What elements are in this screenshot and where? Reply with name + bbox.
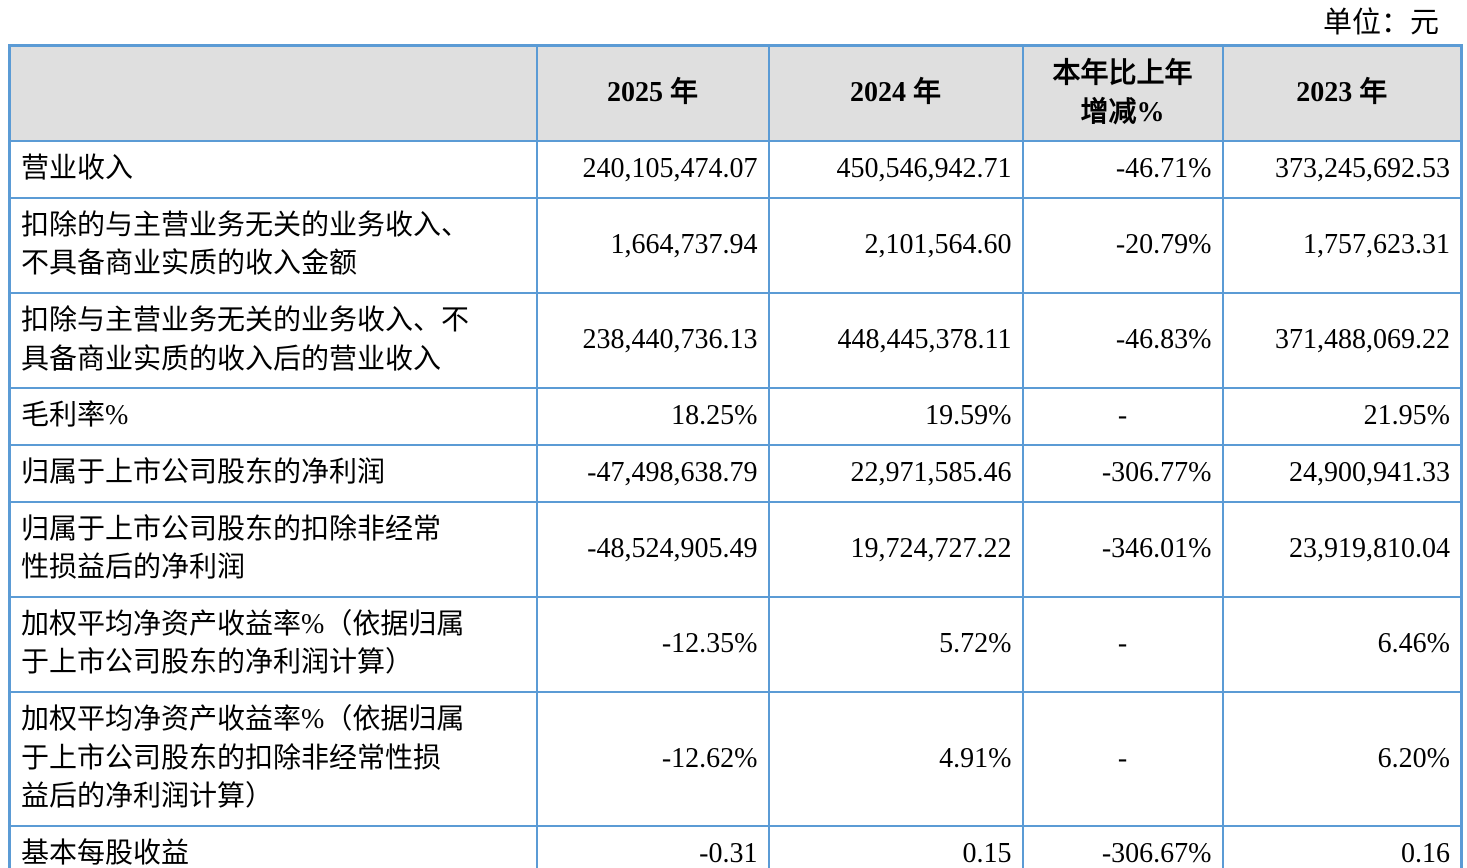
row-label-cell: 扣除的与主营业务无关的业务收入、 不具备商业实质的收入金额: [8, 196, 538, 295]
table-row: 毛利率% 18.25% 19.59% -21.95%: [8, 387, 1463, 446]
value-cell-y2024: 5.72%: [767, 595, 1024, 694]
table-row: 归属于上市公司股东的净利润 -47,498,638.79 22,971,585.46…: [8, 443, 1463, 503]
financial-summary-table: 2025 年 2024 年本年比上年 增减% 2023 年 营业收入 240,105,…: [8, 43, 1463, 868]
table-row: 扣除的与主营业务无关的业务收入、 不具备商业实质的收入金额 1,664,737.9…: [8, 196, 1463, 295]
value-cell-y2023: 24,900,941.33: [1221, 443, 1463, 503]
column-header-yoy-change: 本年比上年 增减%: [1021, 44, 1224, 143]
value-cell-yoy-change: -46.83%: [1021, 292, 1224, 390]
table-row: 基本每股收益 -0.31 0.15 -306.67% 0.16: [8, 824, 1463, 868]
value-cell-y2024: 2,101,564.60: [767, 196, 1024, 295]
value-cell-y2023: 21.95%: [1221, 387, 1463, 446]
value-cell-y2023: 371,488,069.22: [1221, 292, 1463, 390]
column-header-indicator: [8, 44, 538, 143]
value-cell-yoy-change: -: [1021, 595, 1224, 694]
value-cell-y2023: 0.16: [1221, 824, 1463, 868]
value-cell-yoy-change: -20.79%: [1021, 196, 1224, 295]
value-cell-yoy-change: -: [1021, 387, 1224, 446]
value-cell-y2024: 448,445,378.11: [767, 292, 1024, 390]
value-cell-y2024: 19,724,727.22: [767, 500, 1024, 598]
table-row: 扣除与主营业务无关的业务收入、不 具备商业实质的收入后的营业收入 238,440,…: [8, 292, 1463, 390]
value-cell-yoy-change: -306.77%: [1021, 443, 1224, 503]
column-header-y2024: 2024 年: [767, 44, 1024, 143]
column-header-y2025: 2025 年: [535, 44, 770, 143]
value-cell-yoy-change: -346.01%: [1021, 500, 1224, 598]
value-cell-y2025: 238,440,736.13: [535, 292, 770, 390]
value-cell-y2025: 18.25%: [535, 387, 770, 446]
table-row: 加权平均净资产收益率%（依据归属 于上市公司股东的扣除非经常性损 益后的净利润计…: [8, 691, 1463, 827]
value-cell-y2025: 1,664,737.94: [535, 196, 770, 295]
value-cell-y2025: -48,524,905.49: [535, 500, 770, 598]
value-cell-y2025: -0.31: [535, 824, 770, 868]
row-label-cell: 加权平均净资产收益率%（依据归属 于上市公司股东的净利润计算）: [8, 595, 538, 694]
value-cell-y2024: 4.91%: [767, 691, 1024, 827]
value-cell-y2023: 23,919,810.04: [1221, 500, 1463, 598]
table-row: 加权平均净资产收益率%（依据归属 于上市公司股东的净利润计算） -12.35% 5.…: [8, 595, 1463, 694]
row-label-cell: 扣除与主营业务无关的业务收入、不 具备商业实质的收入后的营业收入: [8, 292, 538, 390]
value-cell-y2025: 240,105,474.07: [535, 140, 770, 199]
row-label-cell: 营业收入: [8, 140, 538, 199]
table-header-row: 2025 年 2024 年本年比上年 增减% 2023 年: [8, 44, 1463, 143]
value-cell-y2025: -12.35%: [535, 595, 770, 694]
value-cell-y2023: 373,245,692.53: [1221, 140, 1463, 199]
value-cell-y2023: 6.46%: [1221, 595, 1463, 694]
table-row: 归属于上市公司股东的扣除非经常 性损益后的净利润 -48,524,905.49 19…: [8, 500, 1463, 598]
value-cell-yoy-change: -306.67%: [1021, 824, 1224, 868]
value-cell-y2025: -12.62%: [535, 691, 770, 827]
row-label-cell: 基本每股收益: [8, 824, 538, 868]
value-cell-y2024: 450,546,942.71: [767, 140, 1024, 199]
unit-label: 单位：元: [1322, 7, 1439, 39]
value-cell-yoy-change: -46.71%: [1021, 140, 1224, 199]
value-cell-y2025: -47,498,638.79: [535, 443, 770, 503]
value-cell-y2023: 6.20%: [1221, 691, 1463, 827]
row-label-cell: 归属于上市公司股东的净利润: [8, 443, 538, 503]
value-cell-yoy-change: -: [1021, 691, 1224, 827]
column-header-y2023: 2023 年: [1221, 44, 1463, 143]
value-cell-y2024: 22,971,585.46: [767, 443, 1024, 503]
value-cell-y2024: 19.59%: [767, 387, 1024, 446]
value-cell-y2023: 1,757,623.31: [1221, 196, 1463, 295]
table-row: 营业收入 240,105,474.07 450,546,942.71 -46.71% 3…: [8, 140, 1463, 199]
row-label-cell: 加权平均净资产收益率%（依据归属 于上市公司股东的扣除非经常性损 益后的净利润计…: [8, 691, 538, 827]
value-cell-y2024: 0.15: [767, 824, 1024, 868]
row-label-cell: 归属于上市公司股东的扣除非经常 性损益后的净利润: [8, 500, 538, 598]
row-label-cell: 毛利率%: [8, 387, 538, 446]
